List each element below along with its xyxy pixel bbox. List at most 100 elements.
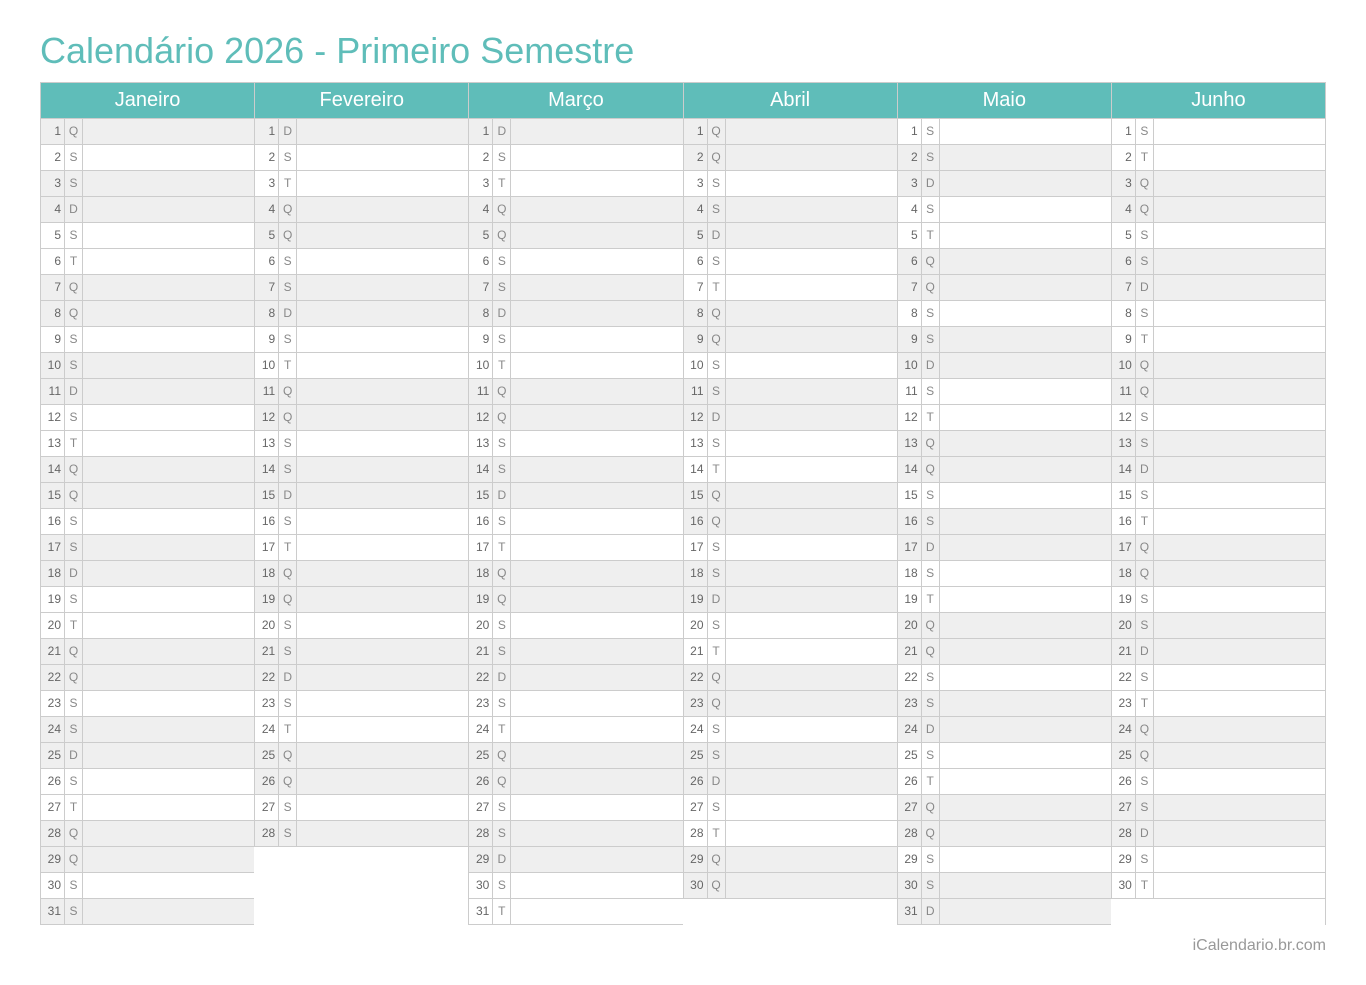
day-row: 21Q	[40, 639, 254, 665]
month-column: Fevereiro1D2S3T4Q5Q6S7S8D9S10T11Q12Q13S1…	[254, 82, 468, 925]
day-note-space	[726, 847, 897, 872]
day-row: 5S	[40, 223, 254, 249]
day-row: 2S	[254, 145, 468, 171]
day-row: 27T	[40, 795, 254, 821]
day-note-space	[940, 899, 1111, 924]
day-note-space	[83, 769, 254, 794]
day-number: 15	[41, 483, 65, 508]
month-column: Março1D2S3T4Q5Q6S7S8D9S10T11Q12Q13S14S15…	[468, 82, 682, 925]
day-row: 30S	[897, 873, 1111, 899]
day-row: 7Q	[40, 275, 254, 301]
day-weekday: Q	[1136, 717, 1154, 742]
day-row: 12D	[683, 405, 897, 431]
day-note-space	[297, 301, 468, 326]
day-note-space	[83, 119, 254, 144]
day-note-space	[1154, 535, 1325, 560]
day-row: 3T	[468, 171, 682, 197]
day-row: 26S	[1111, 769, 1325, 795]
day-weekday: S	[65, 405, 83, 430]
day-number: 2	[898, 145, 922, 170]
day-number: 21	[255, 639, 279, 664]
day-weekday: S	[1136, 119, 1154, 144]
day-note-space	[297, 613, 468, 638]
day-number: 4	[41, 197, 65, 222]
footer-credit: iCalendario.br.com	[40, 937, 1326, 955]
day-weekday: Q	[493, 405, 511, 430]
day-note-space	[940, 873, 1111, 898]
day-weekday: S	[708, 717, 726, 742]
day-weekday: S	[279, 457, 297, 482]
day-row: 26Q	[468, 769, 682, 795]
day-note-space	[940, 405, 1111, 430]
day-note-space	[83, 639, 254, 664]
day-row: 5T	[897, 223, 1111, 249]
day-row: 10S	[40, 353, 254, 379]
day-weekday: T	[922, 769, 940, 794]
day-row: 8D	[468, 301, 682, 327]
day-row: 17T	[254, 535, 468, 561]
day-row: 17Q	[1111, 535, 1325, 561]
day-note-space	[83, 275, 254, 300]
day-row: 11Q	[1111, 379, 1325, 405]
day-weekday: S	[1136, 405, 1154, 430]
day-note-space	[726, 769, 897, 794]
day-weekday: Q	[1136, 353, 1154, 378]
day-row: 25S	[897, 743, 1111, 769]
day-weekday: T	[708, 457, 726, 482]
day-number: 9	[255, 327, 279, 352]
day-weekday: S	[708, 197, 726, 222]
day-number: 12	[898, 405, 922, 430]
day-row: 20T	[40, 613, 254, 639]
day-row: 24T	[254, 717, 468, 743]
day-number: 3	[469, 171, 493, 196]
day-note-space	[940, 821, 1111, 846]
day-number: 2	[255, 145, 279, 170]
day-note-space	[1154, 249, 1325, 274]
day-weekday: S	[493, 873, 511, 898]
day-number: 23	[469, 691, 493, 716]
day-number: 18	[1112, 561, 1136, 586]
day-number: 19	[684, 587, 708, 612]
day-weekday: T	[493, 353, 511, 378]
day-note-space	[940, 587, 1111, 612]
day-weekday: S	[279, 145, 297, 170]
day-weekday: S	[279, 327, 297, 352]
day-weekday: Q	[279, 587, 297, 612]
day-note-space	[1154, 431, 1325, 456]
day-weekday: S	[708, 795, 726, 820]
day-number: 6	[255, 249, 279, 274]
day-weekday: S	[708, 353, 726, 378]
day-note-space	[297, 717, 468, 742]
day-number: 27	[255, 795, 279, 820]
day-number: 12	[255, 405, 279, 430]
day-number: 26	[469, 769, 493, 794]
day-row: 18S	[897, 561, 1111, 587]
day-number: 20	[1112, 613, 1136, 638]
day-weekday: S	[922, 119, 940, 144]
day-weekday: D	[708, 769, 726, 794]
day-note-space	[83, 405, 254, 430]
month-header: Abril	[683, 82, 897, 119]
day-row: 16T	[1111, 509, 1325, 535]
day-note-space	[511, 769, 682, 794]
day-weekday: Q	[708, 145, 726, 170]
day-weekday: S	[279, 795, 297, 820]
day-note-space	[297, 249, 468, 274]
day-note-space	[726, 743, 897, 768]
day-weekday: T	[922, 405, 940, 430]
day-number: 27	[684, 795, 708, 820]
day-note-space	[297, 119, 468, 144]
day-weekday: T	[1136, 145, 1154, 170]
day-row: 9Q	[683, 327, 897, 353]
day-number: 1	[41, 119, 65, 144]
day-row: 3S	[683, 171, 897, 197]
day-note-space	[1154, 587, 1325, 612]
day-note-space	[297, 665, 468, 690]
day-note-space	[940, 665, 1111, 690]
day-weekday: S	[708, 743, 726, 768]
day-number: 15	[684, 483, 708, 508]
day-row: 11S	[683, 379, 897, 405]
day-row: 21Q	[897, 639, 1111, 665]
day-note-space	[940, 535, 1111, 560]
day-weekday: D	[493, 847, 511, 872]
